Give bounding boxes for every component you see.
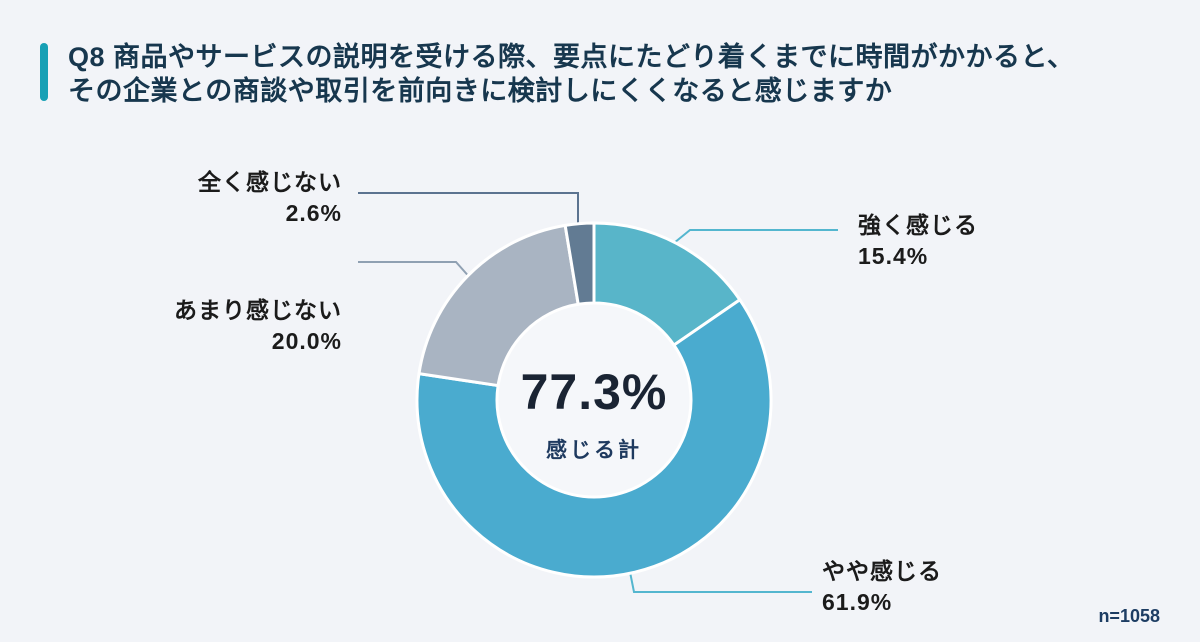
donut-segment-2 (415, 298, 773, 579)
segment-percent: 61.9% (822, 589, 893, 615)
callout-zenku-kanjinai: 全く感じない 2.6% (198, 167, 342, 229)
donut-center: 77.3% 感じる計 (444, 363, 744, 464)
segment-percent: 20.0% (271, 328, 342, 354)
question-title-line1: Q8 商品やサービスの説明を受ける際、要点にたどり着くまでに時間がかかると、 (68, 42, 1075, 72)
segment-label: あまり感じない (174, 297, 342, 323)
donut-hole (497, 303, 691, 497)
accent-bar (40, 43, 48, 101)
segment-percent: 2.6% (285, 200, 342, 226)
segment-percent: 15.4% (858, 243, 929, 269)
sample-size: n=1058 (1098, 606, 1160, 626)
callout-yaya-kanjiru: やや感じる 61.9% (822, 556, 942, 618)
question-title-line2: その企業との商談や取引を前向きに検討しにくくなると感じますか (68, 76, 893, 106)
segment-label: 強く感じる (858, 212, 978, 238)
segment-label: 全く感じない (198, 169, 342, 195)
total-caption: 感じる計 (546, 439, 642, 462)
callout-tsuyoku-kanjiru: 強く感じる 15.4% (858, 210, 978, 272)
donut-segment-3 (417, 223, 580, 388)
total-percent: 77.3% (520, 364, 668, 420)
question-title: Q8 商品やサービスの説明を受ける際、要点にたどり着くまでに時間がかかると、 そ… (68, 40, 1074, 108)
leader-line-zenku-kanjinai (358, 192, 579, 226)
callout-amari-kanjinai: あまり感じない 20.0% (174, 295, 342, 357)
leader-line-yaya-kanjiru (629, 571, 812, 593)
donut-segment-4 (563, 221, 596, 306)
leader-line-tsuyoku-kanjiru (673, 229, 838, 244)
leader-line-amari-kanjinai (358, 261, 473, 281)
segment-label: やや感じる (822, 558, 942, 584)
question-header: Q8 商品やサービスの説明を受ける際、要点にたどり着くまでに時間がかかると、 そ… (40, 40, 1074, 108)
